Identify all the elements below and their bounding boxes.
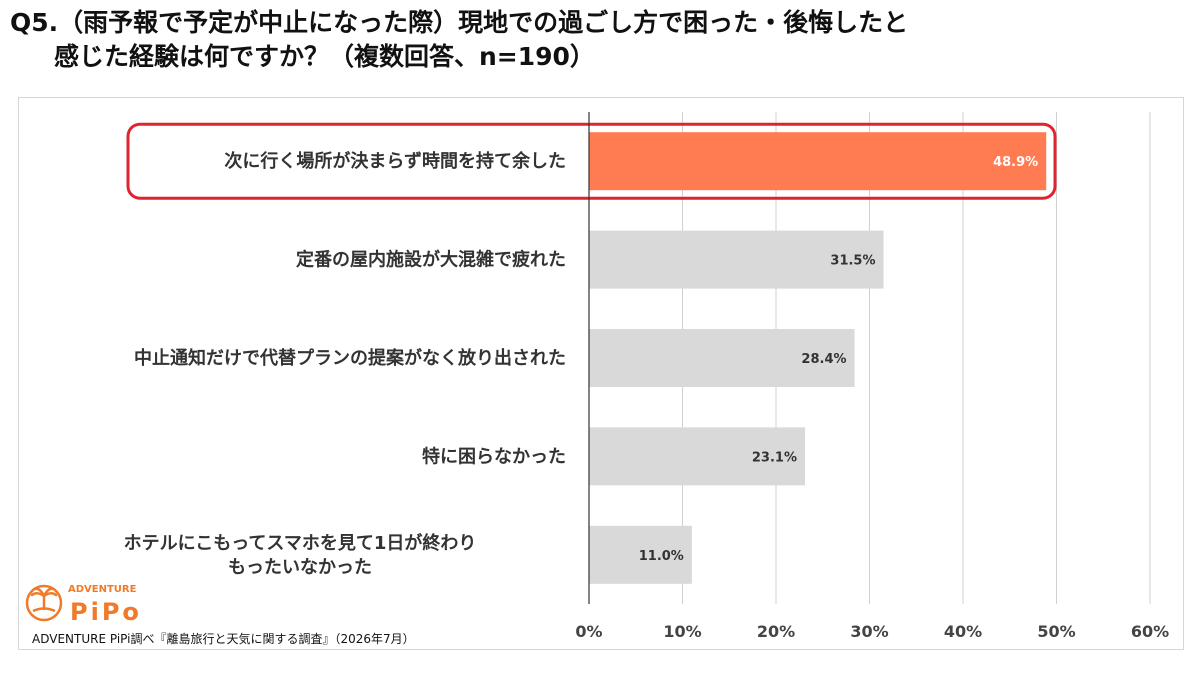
data-label: 11.0% [639,549,684,564]
x-tick-label: 40% [944,622,982,641]
adventure-pipo-logo: ADVENTURE PiPo [25,584,142,626]
logo-text-top: ADVENTURE [68,584,137,595]
x-tick-label: 30% [850,622,888,641]
category-label: ホテルにこもってスマホを見て1日が終わり [124,532,477,554]
category-label: もったいなかった [228,557,372,578]
title-line-1: Q5.（雨予報で予定が中止になった際）現地での過ごし方で困った・後悔したと [10,8,909,37]
x-tick-label: 20% [757,622,795,641]
category-label: 中止通知だけで代替プランの提案がなく放り出された [134,347,566,369]
bar [589,230,884,289]
bar [589,329,855,387]
x-tick-label: 10% [663,622,701,641]
category-label: 特に困らなかった [422,445,566,467]
title-line-2: 感じた経験は何ですか？（複数回答、n=190） [54,42,595,71]
data-label: 48.9% [993,155,1038,170]
category-label: 次に行く場所が決まらず時間を持て余した [224,150,566,172]
chart-title: Q5.（雨予報で予定が中止になった際）現地での過ごし方で困った・後悔したと 感じ… [10,6,1190,74]
x-tick-label: 60% [1131,622,1169,641]
data-label: 23.1% [752,450,797,465]
bar-highlight [589,132,1047,191]
data-label: 31.5% [830,254,875,269]
category-label: 定番の屋内施設が大混雑で疲れた [296,249,566,271]
logo-text-bottom: PiPo [70,598,142,626]
bar [589,427,805,486]
bar [589,525,692,584]
x-tick-label: 50% [1037,622,1075,641]
x-tick-label: 0% [575,622,602,641]
source-note: ADVENTURE PiPi調べ『離島旅行と天気に関する調査』（2026年7月） [32,632,415,646]
data-label: 28.4% [801,352,846,367]
highlight-outline [126,122,1057,200]
